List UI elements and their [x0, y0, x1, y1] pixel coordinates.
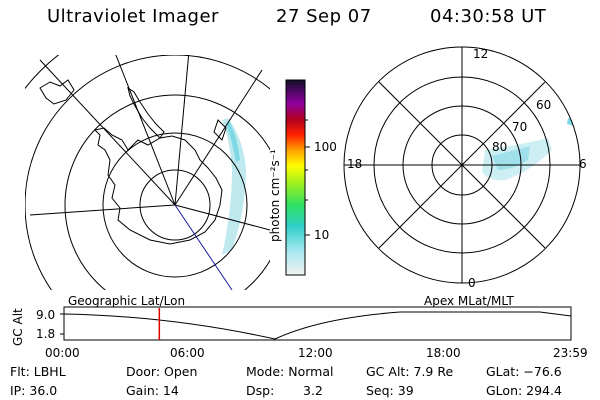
polar-plot — [343, 46, 581, 284]
south-america-coastline — [39, 79, 75, 105]
meridian-line — [174, 69, 263, 206]
status-gc-alt: GC Alt: 7.9 Re — [366, 364, 454, 379]
timeline-right-caption: Apex MLat/MLT — [424, 294, 514, 308]
time-tick-label: 06:00 — [170, 346, 205, 360]
status-door: Door: Open — [126, 364, 198, 379]
aurora-emission — [222, 118, 246, 255]
mlt-label-12: 12 — [473, 47, 489, 61]
status-gain: Gain: 14 — [126, 383, 179, 398]
status-seq: Seq: 39 — [366, 383, 414, 398]
colorbar-tick-label: 100 — [314, 140, 337, 154]
antarctica-coastline — [94, 127, 223, 245]
alt-tick-label: 1.8 — [36, 327, 56, 341]
meridian-line — [174, 204, 270, 231]
meridian-line — [174, 204, 233, 290]
time-label: 04:30:58 UT — [430, 6, 547, 27]
mlt-label-6: 6 — [579, 157, 587, 171]
meridian-line — [115, 55, 176, 206]
date-label: 27 Sep 07 — [276, 6, 372, 27]
status-filter: Flt: LBHL — [10, 364, 66, 379]
lat-label-60: 60 — [536, 98, 552, 112]
time-tick-label: 00:00 — [45, 346, 80, 360]
colorbar — [285, 79, 306, 276]
mlt-label-18: 18 — [347, 157, 363, 171]
mlt-label-0: 0 — [468, 276, 476, 290]
lat-label-70: 70 — [512, 120, 528, 134]
latitude-circle — [102, 132, 248, 278]
latitude-circle — [139, 169, 211, 241]
time-tick-label: 12:00 — [298, 346, 333, 360]
altitude-curve — [63, 311, 572, 340]
mlt-line — [378, 81, 546, 249]
status-glat: GLat: −76.6 — [486, 364, 562, 379]
lat-label-80: 80 — [492, 140, 508, 154]
peninsula-coastline — [127, 86, 165, 139]
colorbar-tick-label: 10 — [314, 228, 330, 242]
time-tick-label: 18:00 — [426, 346, 461, 360]
status-ip: IP: 36.0 — [10, 383, 58, 398]
alt-tick-label: 9.0 — [36, 308, 56, 322]
timeline-left-caption: Geographic Lat/Lon — [68, 294, 186, 308]
app-title: Ultraviolet Imager — [47, 6, 219, 27]
status-dsp-value: 3.2 — [303, 383, 323, 398]
alt-axis-label: GC Alt — [11, 308, 25, 346]
status-mode: Mode: Normal — [246, 364, 334, 379]
latitude-circle — [64, 94, 270, 290]
meridian-line — [174, 55, 190, 206]
geographic-map — [25, 55, 270, 290]
island-coastline — [213, 119, 227, 141]
colorbar-unit-label: photon cm⁻²s⁻¹ — [268, 149, 282, 242]
aurora-emission — [226, 122, 240, 162]
meridian-line — [29, 204, 176, 216]
time-tick-label: 23:59 — [553, 346, 588, 360]
status-glon: GLon: 294.4 — [486, 383, 562, 398]
status-dsp-label: Dsp: — [246, 383, 275, 398]
timeline-frame — [63, 306, 572, 341]
